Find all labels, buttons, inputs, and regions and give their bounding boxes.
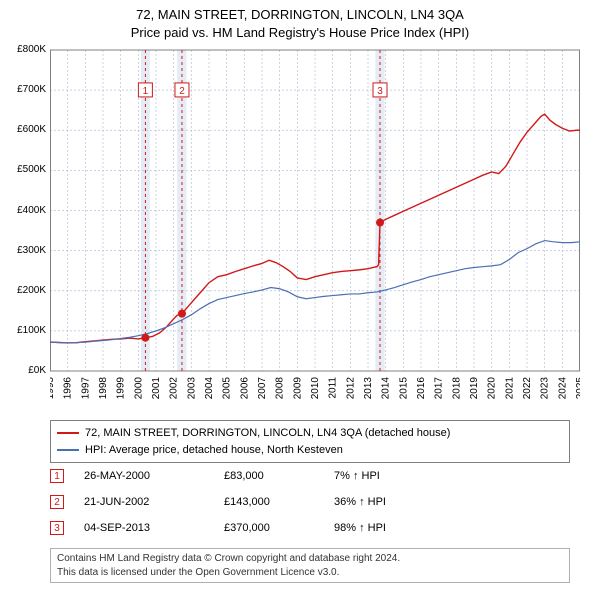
event-price: £83,000 — [224, 470, 334, 482]
event-pct: 36% ↑ HPI — [334, 496, 444, 508]
svg-text:2009: 2009 — [292, 377, 303, 400]
svg-text:1: 1 — [143, 86, 149, 97]
y-tick-label: £500K — [0, 164, 46, 175]
svg-text:2010: 2010 — [310, 377, 321, 400]
event-marker: 2 — [50, 495, 64, 509]
title-line-2: Price paid vs. HM Land Registry's House … — [0, 24, 600, 42]
svg-text:2024: 2024 — [557, 377, 568, 400]
svg-text:2019: 2019 — [469, 377, 480, 400]
svg-text:2016: 2016 — [416, 377, 427, 400]
event-marker: 1 — [50, 469, 64, 483]
svg-text:2007: 2007 — [257, 377, 268, 400]
legend-label: HPI: Average price, detached house, Nort… — [85, 442, 343, 459]
events-table: 126-MAY-2000£83,0007% ↑ HPI221-JUN-2002£… — [50, 463, 570, 541]
svg-text:2000: 2000 — [133, 377, 144, 400]
svg-text:2013: 2013 — [363, 377, 374, 400]
event-price: £143,000 — [224, 496, 334, 508]
attribution-line-2: This data is licensed under the Open Gov… — [57, 566, 563, 580]
y-tick-label: £100K — [0, 325, 46, 336]
y-tick-label: £300K — [0, 245, 46, 256]
y-tick-label: £800K — [0, 44, 46, 55]
svg-text:2014: 2014 — [381, 377, 392, 400]
legend: 72, MAIN STREET, DORRINGTON, LINCOLN, LN… — [50, 420, 570, 463]
svg-text:2025: 2025 — [575, 377, 580, 400]
event-row: 3 04-SEP-2013£370,00098% ↑ HPI — [50, 515, 570, 541]
svg-text:2011: 2011 — [328, 377, 339, 399]
svg-text:2001: 2001 — [151, 377, 162, 400]
y-tick-label: £200K — [0, 285, 46, 296]
y-tick-label: £700K — [0, 84, 46, 95]
svg-text:1995: 1995 — [50, 377, 56, 400]
event-pct: 98% ↑ HPI — [334, 522, 444, 534]
svg-text:2008: 2008 — [275, 377, 286, 400]
legend-label: 72, MAIN STREET, DORRINGTON, LINCOLN, LN… — [85, 425, 450, 442]
svg-text:2004: 2004 — [204, 377, 215, 400]
svg-text:2003: 2003 — [186, 377, 197, 400]
svg-text:2015: 2015 — [398, 377, 409, 400]
svg-text:2018: 2018 — [451, 377, 462, 400]
chart: 1 2 3 1995 1996 1997 1998 1999 2000 2001 2002 2003 2… — [50, 48, 580, 413]
svg-text:2021: 2021 — [504, 377, 515, 400]
y-tick-label: £0K — [0, 365, 46, 376]
svg-text:2017: 2017 — [434, 377, 445, 400]
legend-item: HPI: Average price, detached house, Nort… — [57, 442, 563, 459]
svg-text:2006: 2006 — [239, 377, 250, 400]
event-date: 04-SEP-2013 — [84, 522, 224, 534]
event-pct: 7% ↑ HPI — [334, 470, 444, 482]
svg-text:2012: 2012 — [345, 377, 356, 400]
svg-text:2002: 2002 — [169, 377, 180, 400]
svg-text:1996: 1996 — [63, 377, 74, 400]
attribution-line-1: Contains HM Land Registry data © Crown c… — [57, 552, 563, 566]
svg-text:2: 2 — [179, 86, 185, 97]
svg-text:2020: 2020 — [487, 377, 498, 400]
legend-item: 72, MAIN STREET, DORRINGTON, LINCOLN, LN… — [57, 425, 563, 442]
event-price: £370,000 — [224, 522, 334, 534]
svg-text:1998: 1998 — [98, 377, 109, 400]
svg-text:3: 3 — [377, 86, 383, 97]
event-row: 2 21-JUN-2002£143,00036% ↑ HPI — [50, 489, 570, 515]
svg-text:2005: 2005 — [222, 377, 233, 400]
legend-swatch — [57, 432, 79, 434]
page: 72, MAIN STREET, DORRINGTON, LINCOLN, LN… — [0, 0, 600, 590]
legend-swatch — [57, 449, 79, 451]
title-block: 72, MAIN STREET, DORRINGTON, LINCOLN, LN… — [0, 0, 600, 41]
event-marker: 3 — [50, 521, 64, 535]
title-line-1: 72, MAIN STREET, DORRINGTON, LINCOLN, LN… — [0, 6, 600, 24]
event-date: 21-JUN-2002 — [84, 496, 224, 508]
svg-text:2023: 2023 — [540, 377, 551, 400]
svg-text:2022: 2022 — [522, 377, 533, 400]
y-tick-label: £400K — [0, 205, 46, 216]
y-tick-label: £600K — [0, 124, 46, 135]
event-date: 26-MAY-2000 — [84, 470, 224, 482]
svg-text:1997: 1997 — [80, 377, 91, 400]
event-row: 1 26-MAY-2000£83,0007% ↑ HPI — [50, 463, 570, 489]
attribution: Contains HM Land Registry data © Crown c… — [50, 548, 570, 583]
svg-text:1999: 1999 — [116, 377, 127, 400]
